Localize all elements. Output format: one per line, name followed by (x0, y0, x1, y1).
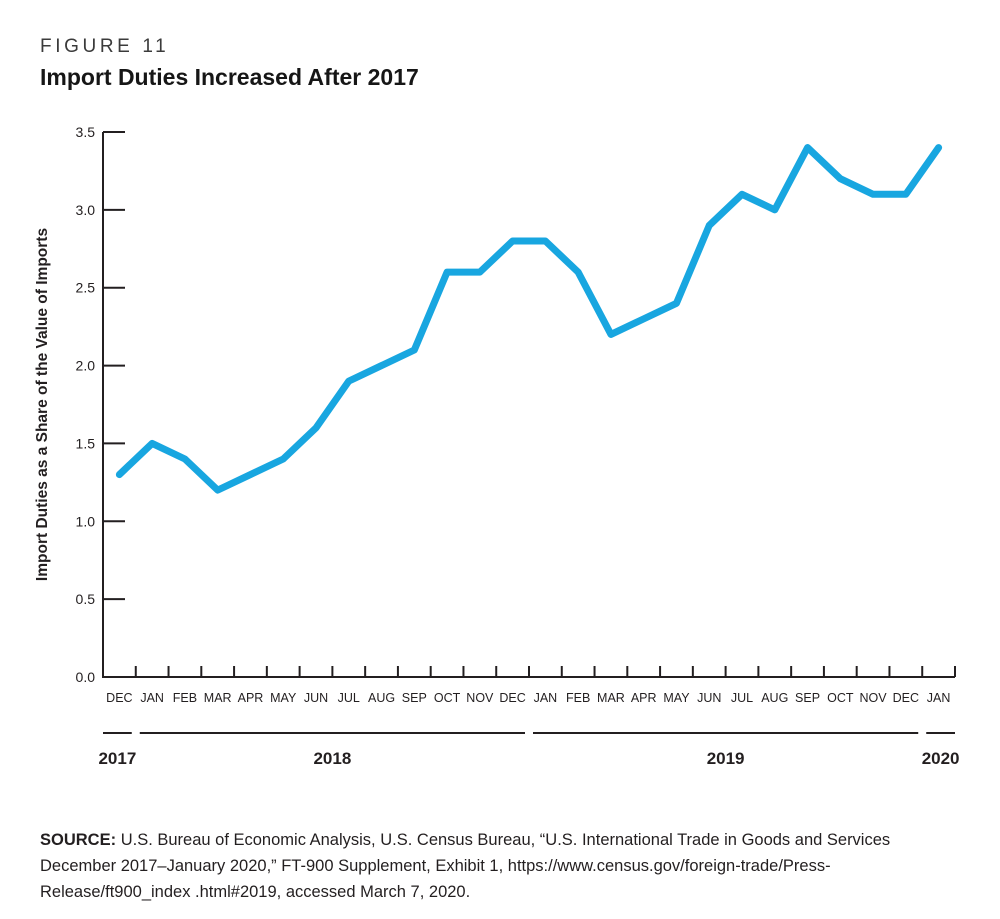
y-tick-label: 1.0 (76, 513, 96, 529)
month-tick-label: JUN (697, 691, 721, 705)
year-label: 2019 (707, 749, 745, 768)
month-tick-label: APR (238, 691, 264, 705)
source-note: SOURCE: U.S. Bureau of Economic Analysis… (40, 827, 958, 905)
month-tick-label: FEB (173, 691, 197, 705)
month-tick-label: MAR (204, 691, 232, 705)
y-tick-label: 2.0 (76, 358, 96, 374)
month-tick-label: JAN (140, 691, 164, 705)
month-tick-label: JUL (731, 691, 753, 705)
month-tick-label: DEC (499, 691, 525, 705)
y-tick-label: 2.5 (76, 280, 96, 296)
y-tick-label: 0.0 (76, 669, 96, 685)
year-label: 2017 (98, 749, 136, 768)
month-tick-label: OCT (434, 691, 461, 705)
month-tick-label: SEP (402, 691, 427, 705)
month-tick-label: DEC (106, 691, 132, 705)
month-tick-label: AUG (368, 691, 395, 705)
y-tick-label: 1.5 (76, 435, 96, 451)
y-tick-label: 3.5 (76, 124, 96, 140)
month-tick-label: APR (631, 691, 657, 705)
month-tick-label: JAN (927, 691, 951, 705)
source-text: U.S. Bureau of Economic Analysis, U.S. C… (40, 830, 891, 901)
month-tick-label: JUN (304, 691, 328, 705)
month-tick-label: AUG (761, 691, 788, 705)
month-tick-label: OCT (827, 691, 854, 705)
month-tick-label: MAY (270, 691, 297, 705)
month-tick-label: MAR (597, 691, 625, 705)
month-tick-label: JAN (534, 691, 558, 705)
month-tick-label: NOV (466, 691, 494, 705)
y-tick-label: 0.5 (76, 591, 96, 607)
month-tick-label: MAY (663, 691, 690, 705)
figure-number-label: FIGURE 11 (40, 36, 170, 57)
year-label: 2020 (922, 749, 960, 768)
month-tick-label: FEB (566, 691, 590, 705)
year-label: 2018 (313, 749, 351, 768)
month-tick-label: SEP (795, 691, 820, 705)
month-tick-label: JUL (338, 691, 360, 705)
source-label: SOURCE: (40, 830, 117, 849)
data-line (115, 144, 943, 494)
y-axis-title: Import Duties as a Share of the Value of… (34, 228, 51, 581)
month-tick-label: DEC (893, 691, 919, 705)
y-tick-label: 3.0 (76, 202, 96, 218)
month-tick-label: NOV (860, 691, 888, 705)
import-duties-line-chart: 0.0 0.5 1.0 1.5 2.0 2.5 3.0 3.5 DEC JAN FEB MAR APR M… (34, 124, 960, 768)
figure-title: Import Duties Increased After 2017 (40, 64, 419, 90)
